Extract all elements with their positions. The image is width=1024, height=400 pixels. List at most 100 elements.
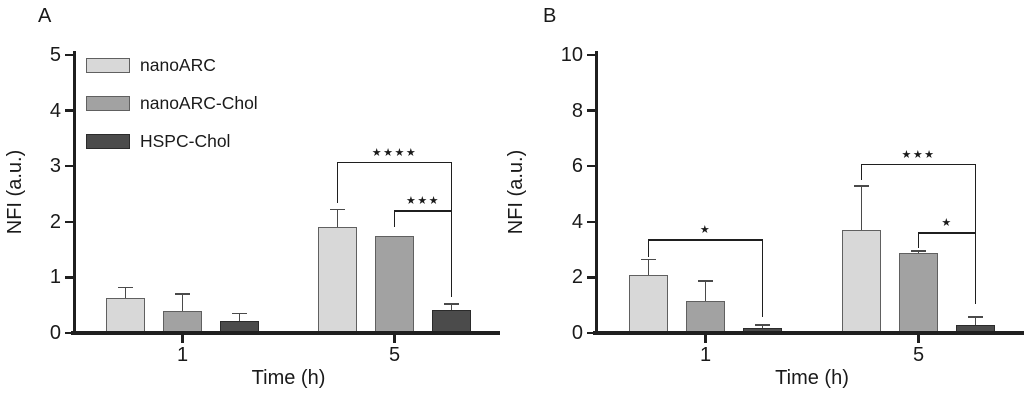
y-axis-title: NFI (a.u.) — [505, 149, 527, 235]
sig-bracket-right-leg — [974, 163, 977, 233]
y-tick — [65, 109, 73, 112]
x-axis — [71, 330, 500, 335]
y-tick — [587, 53, 595, 57]
y-axis — [73, 51, 77, 335]
y-tick — [587, 331, 595, 335]
error-bar-cap — [854, 184, 869, 187]
panel-b-label: B — [543, 5, 557, 27]
sig-bracket-left-leg — [647, 239, 650, 258]
legend-item-nanoarc-chol: nanoARC-Chol — [86, 92, 258, 113]
x-tick — [703, 335, 708, 343]
sig-bracket-left-leg — [393, 210, 396, 228]
error-bar-stem — [124, 287, 127, 298]
y-tick-label: 0 — [49, 322, 61, 344]
y-tick-label: 10 — [560, 44, 583, 66]
legend-label-nanoarc-chol: nanoARC-Chol — [140, 92, 258, 113]
error-bar-stem — [647, 259, 650, 275]
x-tick-label: 5 — [912, 344, 925, 366]
y-tick-label: 1 — [49, 266, 61, 289]
x-tick — [180, 335, 185, 343]
x-tick — [916, 335, 921, 343]
sig-bracket-right-leg — [450, 161, 453, 211]
sig-bracket-bar — [647, 239, 764, 241]
sig-bracket-right-leg — [450, 210, 453, 297]
error-bar-cap — [698, 280, 713, 282]
bar-nanoarc-chol — [899, 253, 938, 333]
error-bar-stem — [181, 294, 184, 312]
x-axis — [593, 330, 1024, 335]
bar-nanoarc — [842, 230, 881, 333]
error-bar-cap — [118, 286, 133, 289]
error-bar-stem — [917, 250, 920, 254]
legend-item-hspc-chol: HSPC-Chol — [86, 130, 258, 151]
error-bar-cap — [330, 208, 345, 211]
legend-swatch-nanoarc-chol — [86, 95, 130, 111]
sig-bracket-left-leg — [860, 163, 863, 181]
panel-a-label: A — [38, 5, 52, 27]
sig-stars: ★★★★ — [371, 146, 418, 159]
sig-bracket-bar — [393, 210, 453, 212]
y-tick — [65, 276, 73, 279]
error-bar-stem — [704, 281, 707, 302]
y-tick — [587, 220, 595, 224]
error-bar-cap — [232, 312, 247, 315]
legend-item-nanoarc: nanoARC — [86, 54, 258, 75]
y-tick-label: 8 — [571, 99, 583, 122]
x-tick-label: 1 — [176, 344, 189, 366]
x-tick-label: 5 — [388, 344, 401, 366]
sig-stars: ★★★ — [405, 195, 441, 208]
error-bar-cap — [175, 293, 190, 295]
y-tick-label: 2 — [49, 210, 61, 233]
error-bar-stem — [860, 185, 863, 231]
y-tick — [587, 276, 595, 279]
sig-bracket-bar — [860, 163, 977, 166]
error-bar-stem — [450, 304, 453, 310]
y-tick-label: 0 — [571, 322, 583, 344]
error-bar-stem — [761, 324, 764, 329]
y-tick — [65, 331, 73, 335]
legend-swatch-hspc-chol — [86, 133, 130, 149]
error-bar-stem — [974, 316, 977, 326]
sig-bracket-left-leg — [336, 161, 339, 203]
y-tick-label: 3 — [49, 155, 61, 178]
legend-label-nanoarc: nanoARC — [140, 54, 216, 75]
bar-nanoarc — [629, 274, 668, 333]
sig-stars: ★★★ — [901, 148, 936, 161]
x-tick-label: 1 — [699, 344, 712, 366]
sig-stars: ★ — [941, 217, 953, 230]
sig-bracket-left-leg — [917, 232, 920, 248]
sig-bracket-bar — [917, 232, 977, 234]
error-bar-stem — [336, 209, 339, 228]
y-tick — [587, 109, 595, 112]
y-tick — [65, 53, 73, 57]
y-tick — [65, 220, 73, 224]
legend-swatch-nanoarc — [86, 57, 130, 73]
error-bar-cap — [641, 258, 656, 261]
sig-bracket-bar — [336, 161, 453, 164]
sig-bracket-right-leg — [974, 232, 977, 305]
bar-nanoarc-chol — [686, 301, 725, 333]
y-tick-label: 6 — [571, 155, 583, 178]
y-tick-label: 4 — [49, 99, 61, 122]
sig-stars: ★ — [699, 224, 712, 237]
bar-nanoarc-chol — [375, 235, 414, 333]
y-tick-label: 4 — [571, 210, 583, 233]
bar-hspc-chol — [432, 309, 471, 333]
legend-label-hspc-chol: HSPC-Chol — [140, 130, 231, 151]
x-axis-title: Time (h) — [775, 367, 849, 389]
x-axis-title: Time (h) — [251, 367, 326, 389]
y-axis-title: NFI (a.u.) — [4, 149, 26, 235]
error-bar-cap — [755, 324, 770, 326]
error-bar-cap — [444, 303, 459, 305]
y-tick — [587, 164, 595, 168]
error-bar-stem — [238, 313, 241, 321]
x-tick — [392, 335, 397, 343]
error-bar-cap — [968, 316, 983, 318]
bar-nanoarc — [106, 297, 145, 333]
error-bar-cap — [911, 249, 926, 252]
y-tick-label: 5 — [49, 44, 61, 66]
sig-bracket-right-leg — [761, 239, 764, 317]
y-tick — [65, 164, 73, 168]
bar-nanoarc — [318, 227, 357, 333]
